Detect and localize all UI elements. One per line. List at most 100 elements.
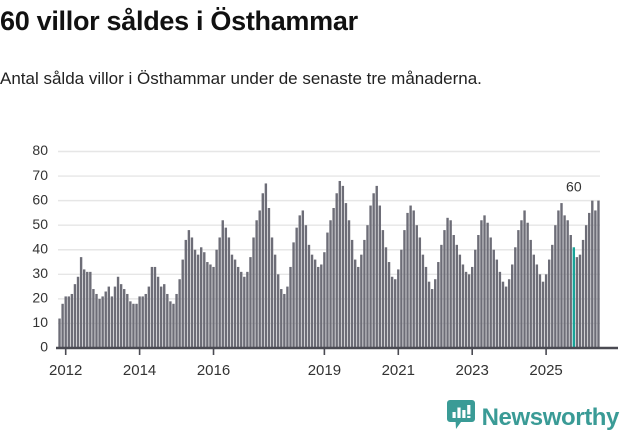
bar [304, 225, 308, 348]
bar [98, 298, 101, 349]
bar [107, 286, 111, 348]
newsworthy-logo[interactable]: Newsworthy [446, 400, 620, 435]
bar [381, 230, 385, 348]
y-axis-tick-label: 20 [32, 290, 48, 306]
bar [483, 215, 486, 348]
bar [79, 257, 83, 348]
bar [412, 210, 415, 348]
bar [323, 252, 326, 348]
page-subtitle: Antal sålda villor i Östhammar under de … [0, 69, 482, 88]
bar [196, 254, 200, 348]
bar [123, 289, 126, 348]
bar-chart-speech-bubble-icon [446, 400, 475, 435]
bar [261, 193, 264, 348]
bar [443, 230, 446, 348]
bar [338, 180, 341, 348]
bar [218, 237, 221, 348]
bar [353, 259, 357, 348]
bar [467, 274, 471, 348]
bar [258, 210, 261, 348]
bar [200, 247, 203, 348]
bar [138, 296, 141, 348]
bar [538, 274, 542, 348]
bar [464, 271, 468, 348]
bar [203, 252, 206, 348]
bar [566, 220, 569, 348]
bar [252, 237, 255, 348]
y-axis-tick-label: 0 [40, 339, 48, 355]
x-axis-tick-label: 2014 [123, 362, 156, 379]
bar [129, 301, 132, 348]
bar [363, 239, 366, 348]
bar [119, 284, 123, 348]
bar [501, 281, 505, 348]
bar [246, 271, 249, 348]
bar [233, 259, 237, 348]
bar [504, 286, 508, 348]
bar [144, 293, 147, 348]
bar [578, 254, 582, 348]
bar [430, 289, 434, 348]
bar [495, 259, 499, 348]
bar [58, 318, 61, 348]
bar [110, 296, 114, 348]
bar [554, 225, 557, 348]
chart-annotations: 60 [566, 179, 582, 195]
bar [557, 210, 560, 348]
bar [594, 210, 597, 348]
bar [209, 264, 212, 348]
bar [437, 262, 440, 348]
x-axis-tick-labels: 2012 2014 2016 2019 2021 2023 2025 [49, 362, 563, 379]
bar [283, 293, 286, 348]
bar [249, 257, 252, 348]
bar [190, 237, 194, 348]
chart-axis [56, 346, 618, 355]
bar [498, 271, 502, 348]
bar [175, 293, 178, 348]
bar [511, 264, 514, 348]
bar [326, 232, 329, 348]
bar [452, 235, 455, 348]
newsworthy-logo-text: Newsworthy [481, 403, 620, 431]
bar [286, 286, 289, 348]
bar [434, 279, 437, 348]
y-axis-tick-labels: 0 10 20 30 40 50 60 70 80 [32, 142, 48, 355]
bar [563, 215, 566, 348]
bar [270, 237, 274, 348]
bar [360, 254, 363, 348]
bar [67, 296, 70, 348]
bar [313, 259, 317, 348]
bar [126, 293, 129, 348]
x-axis-tick-label: 2025 [529, 362, 562, 379]
bar [597, 200, 600, 349]
bar-value-label: 60 [566, 179, 582, 195]
x-axis-tick-label: 2016 [197, 362, 230, 379]
bar [178, 279, 181, 348]
bar [418, 237, 422, 348]
bar [317, 266, 320, 348]
bar [153, 266, 157, 348]
bar [70, 293, 74, 348]
y-axis-tick-label: 60 [32, 191, 48, 207]
bar [193, 249, 197, 348]
bar [147, 286, 151, 348]
bar [520, 220, 523, 348]
bar [82, 269, 86, 348]
bar [172, 303, 175, 348]
bar [181, 259, 184, 348]
bar [104, 291, 107, 348]
bar [369, 205, 372, 348]
y-axis-tick-label: 70 [32, 167, 48, 183]
x-axis-tick-label: 2023 [456, 362, 489, 379]
bar [569, 235, 572, 348]
bar [357, 266, 360, 348]
bar [591, 200, 594, 349]
bar [387, 262, 391, 348]
bar [132, 303, 135, 348]
bar [366, 225, 369, 348]
bar [76, 276, 80, 348]
bar [341, 185, 345, 348]
page-title: 60 villor såldes i Östhammar [0, 6, 358, 36]
y-axis-tick-label: 50 [32, 216, 48, 232]
